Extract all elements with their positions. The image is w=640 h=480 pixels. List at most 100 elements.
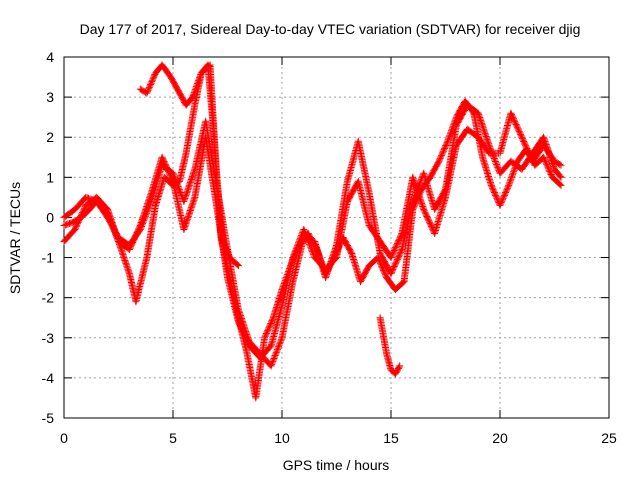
data-point: [194, 104, 196, 106]
data-point: [128, 248, 130, 251]
data-point: [477, 136, 479, 138]
data-point: [194, 168, 196, 170]
data-point: [429, 176, 431, 178]
data-point: [185, 152, 187, 154]
data-point: [553, 168, 556, 170]
data-point: [488, 152, 490, 154]
data-point: [185, 104, 187, 106]
data-point: [96, 196, 98, 198]
data-point: [521, 168, 523, 170]
data-point: [379, 252, 381, 255]
data-point: [270, 365, 272, 367]
data-point: [499, 204, 501, 206]
data-point: [272, 317, 274, 319]
series-trace-5: [376, 314, 404, 378]
y-tick-label: -4: [42, 370, 55, 386]
data-point: [466, 128, 468, 130]
x-axis-label: GPS time / hours: [283, 457, 390, 473]
data-point: [96, 200, 98, 202]
data-point: [394, 289, 396, 291]
data-point: [438, 160, 440, 162]
data-point: [150, 192, 152, 194]
data-point: [482, 156, 484, 158]
data-point: [183, 200, 185, 202]
data-point: [346, 200, 348, 202]
data-point: [74, 228, 76, 231]
data-point: [401, 232, 403, 235]
data-point: [412, 200, 414, 202]
data-point: [270, 345, 272, 347]
data-point: [359, 281, 362, 283]
data-point: [85, 204, 87, 206]
data-point: [200, 72, 202, 74]
data-point: [314, 240, 316, 243]
data-point: [455, 124, 457, 126]
data-point: [325, 269, 327, 271]
chart-title: Day 177 of 2017, Sidereal Day-to-day VTE…: [80, 21, 581, 37]
data-point: [117, 240, 120, 243]
data-point: [183, 228, 185, 231]
y-axis-label: SDTVAR / TECUs: [7, 182, 23, 294]
data-point: [248, 345, 250, 347]
data-point: [314, 257, 316, 259]
data-point: [63, 216, 65, 218]
y-tick-label: 3: [46, 89, 54, 105]
data-point: [434, 232, 436, 235]
data-point: [534, 164, 536, 166]
data-point: [394, 373, 396, 375]
data-point: [477, 112, 479, 114]
data-point: [209, 64, 211, 66]
data-point: [139, 224, 141, 227]
data-point: [508, 184, 510, 186]
data-point: [510, 160, 512, 162]
data-point: [107, 208, 109, 210]
data-point: [259, 353, 261, 355]
data-point: [163, 176, 165, 178]
data-point: [434, 208, 436, 210]
data-point: [553, 160, 556, 162]
data-point: [543, 136, 545, 138]
data-point: [368, 265, 370, 267]
data-point: [423, 208, 425, 210]
data-point: [205, 120, 207, 122]
data-point: [155, 72, 157, 74]
data-point: [379, 240, 381, 243]
data-point: [560, 176, 562, 178]
data-point: [447, 140, 449, 142]
data-point: [172, 180, 174, 182]
data-point: [357, 180, 359, 182]
series-layer: [60, 61, 565, 402]
data-point: [543, 156, 545, 158]
data-point: [146, 92, 148, 94]
data-point: [292, 281, 294, 283]
data-point: [532, 160, 534, 162]
data-point: [346, 180, 348, 182]
data-point: [455, 144, 457, 146]
data-point: [466, 104, 468, 106]
data-point: [499, 152, 501, 154]
data-point: [128, 273, 130, 275]
data-point: [499, 172, 501, 174]
data-point: [222, 240, 224, 243]
data-point: [107, 212, 109, 214]
data-point: [379, 317, 381, 319]
data-point: [74, 220, 76, 223]
data-point: [281, 337, 283, 339]
data-point: [192, 96, 194, 98]
data-point: [155, 204, 157, 206]
data-point: [386, 277, 388, 279]
series-trace-4: [136, 61, 242, 270]
plot-frame: [63, 56, 610, 419]
data-point: [357, 140, 359, 142]
data-point: [488, 144, 490, 146]
y-tick-label: -5: [42, 410, 55, 426]
data-point: [390, 273, 392, 275]
data-point: [390, 257, 392, 259]
y-tick-label: -1: [42, 250, 55, 266]
data-point: [205, 136, 207, 138]
data-point: [399, 365, 401, 367]
data-point: [403, 281, 405, 283]
data-point: [412, 176, 414, 178]
